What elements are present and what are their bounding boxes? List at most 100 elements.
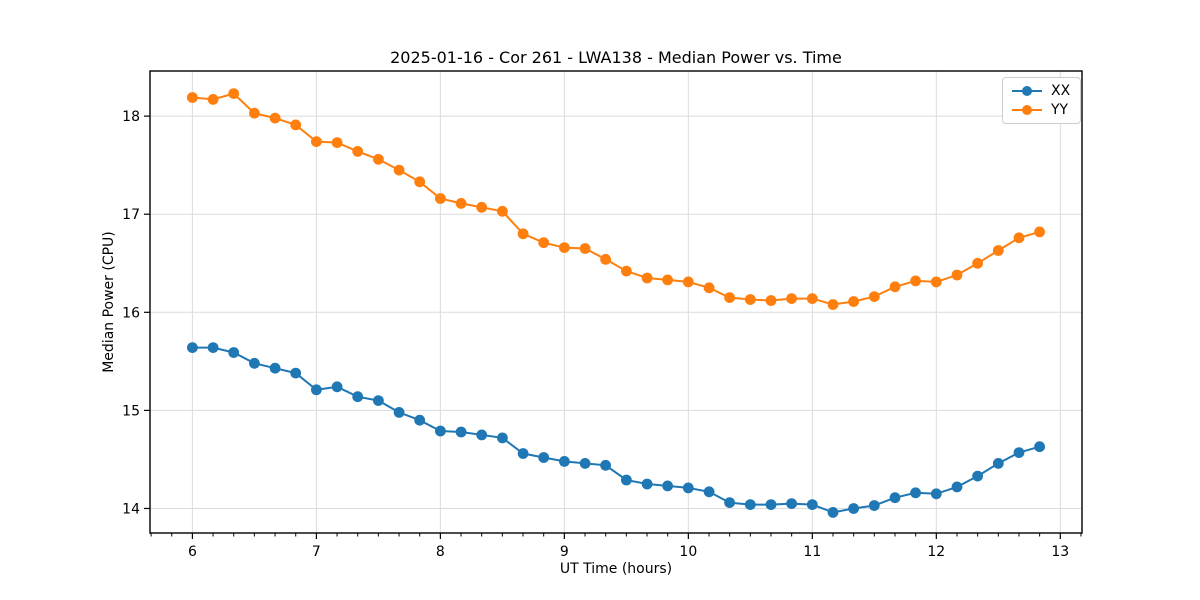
data-point-yy — [517, 228, 529, 240]
data-point-yy — [930, 276, 942, 288]
data-point-xx — [910, 487, 921, 499]
data-point-yy — [765, 295, 777, 306]
data-point-xx — [352, 391, 364, 403]
data-point-xx — [600, 459, 611, 471]
data-point-yy — [207, 94, 219, 105]
y-tick-label: 14 — [122, 501, 140, 517]
data-point-yy — [352, 146, 364, 157]
legend-item-yy: YY — [1011, 102, 1070, 118]
data-point-xx — [848, 503, 859, 514]
data-point-yy — [724, 292, 735, 303]
data-point-xx — [538, 452, 550, 463]
data-point-xx — [559, 456, 570, 467]
data-point-xx — [889, 492, 901, 504]
data-point-yy — [393, 164, 405, 176]
data-point-xx — [827, 507, 839, 518]
data-point-yy — [662, 274, 673, 286]
data-point-xx — [497, 432, 508, 444]
data-point-yy — [806, 293, 818, 304]
data-point-xx — [269, 362, 281, 374]
data-point-xx — [786, 498, 797, 509]
data-point-yy — [414, 176, 426, 188]
data-point-xx — [641, 478, 653, 490]
data-point-yy — [373, 153, 384, 165]
legend-label-yy: YY — [1051, 102, 1069, 118]
data-point-xx — [972, 470, 983, 482]
x-tick-label: 6 — [188, 544, 197, 560]
y-tick-label: 15 — [122, 403, 140, 419]
data-point-yy — [290, 119, 302, 131]
data-point-xx — [207, 342, 219, 353]
data-point-yy — [559, 242, 570, 254]
data-point-xx — [992, 458, 1004, 469]
data-point-yy — [455, 198, 467, 209]
data-point-xx — [951, 481, 963, 493]
data-point-xx — [579, 458, 591, 469]
data-point-xx — [1034, 441, 1045, 453]
x-tick-label: 10 — [679, 544, 697, 560]
data-point-yy — [951, 269, 963, 281]
data-point-yy — [311, 136, 322, 148]
data-point-xx — [414, 414, 426, 426]
y-tick-label: 17 — [122, 207, 140, 223]
data-point-yy — [889, 281, 901, 293]
data-point-xx — [187, 342, 198, 353]
data-point-yy — [827, 299, 839, 310]
series-line-yy — [192, 92, 1040, 306]
data-point-yy — [682, 276, 694, 288]
data-point-xx — [724, 497, 735, 508]
data-point-yy — [228, 88, 240, 99]
x-tick-label: 11 — [803, 544, 821, 560]
legend-item-xx: XX — [1011, 83, 1070, 99]
data-point-xx — [435, 425, 446, 437]
data-point-yy — [910, 275, 921, 287]
data-point-yy — [435, 193, 446, 204]
data-point-yy — [331, 137, 343, 149]
data-point-xx — [311, 384, 322, 396]
data-point-yy — [538, 237, 550, 249]
legend-line-xx-icon — [1012, 86, 1042, 96]
y-axis-label: Median Power (CPU) — [101, 231, 117, 373]
data-point-yy — [848, 296, 859, 307]
data-point-xx — [249, 357, 260, 369]
data-point-yy — [187, 92, 198, 103]
x-tick-label: 12 — [927, 544, 945, 560]
data-point-yy — [497, 205, 508, 217]
legend-sample-marker — [1022, 86, 1032, 96]
x-tick-label: 8 — [436, 544, 445, 560]
data-point-xx — [373, 395, 384, 406]
data-point-xx — [806, 499, 818, 510]
data-point-yy — [579, 243, 591, 254]
data-point-yy — [621, 265, 632, 277]
data-point-xx — [517, 448, 529, 459]
data-point-yy — [476, 201, 488, 213]
legend-sample-marker — [1022, 105, 1032, 115]
legend-line-yy-icon — [1012, 105, 1042, 115]
data-point-xx — [662, 480, 673, 492]
legend: XX YY — [1002, 77, 1082, 124]
data-point-yy — [868, 291, 880, 302]
series-line-xx — [192, 346, 1040, 514]
data-point-xx — [1013, 447, 1025, 458]
data-point-yy — [1034, 226, 1045, 238]
y-tick-label: 18 — [122, 109, 140, 125]
data-point-yy — [1013, 232, 1025, 244]
data-point-xx — [393, 407, 405, 418]
data-point-yy — [744, 294, 756, 305]
data-point-xx — [476, 429, 488, 441]
x-axis-label: UT Time (hours) — [559, 561, 673, 577]
data-point-xx — [765, 499, 777, 510]
data-point-xx — [228, 347, 240, 358]
y-tick-label: 16 — [122, 305, 140, 321]
x-tick-label: 9 — [560, 544, 569, 560]
data-point-xx — [868, 500, 880, 511]
data-point-yy — [786, 293, 797, 304]
data-point-yy — [269, 112, 281, 124]
data-point-xx — [930, 488, 942, 500]
data-point-yy — [972, 257, 983, 269]
axes-spines — [149, 70, 1083, 534]
data-point-yy — [641, 272, 653, 284]
data-point-yy — [600, 253, 611, 265]
